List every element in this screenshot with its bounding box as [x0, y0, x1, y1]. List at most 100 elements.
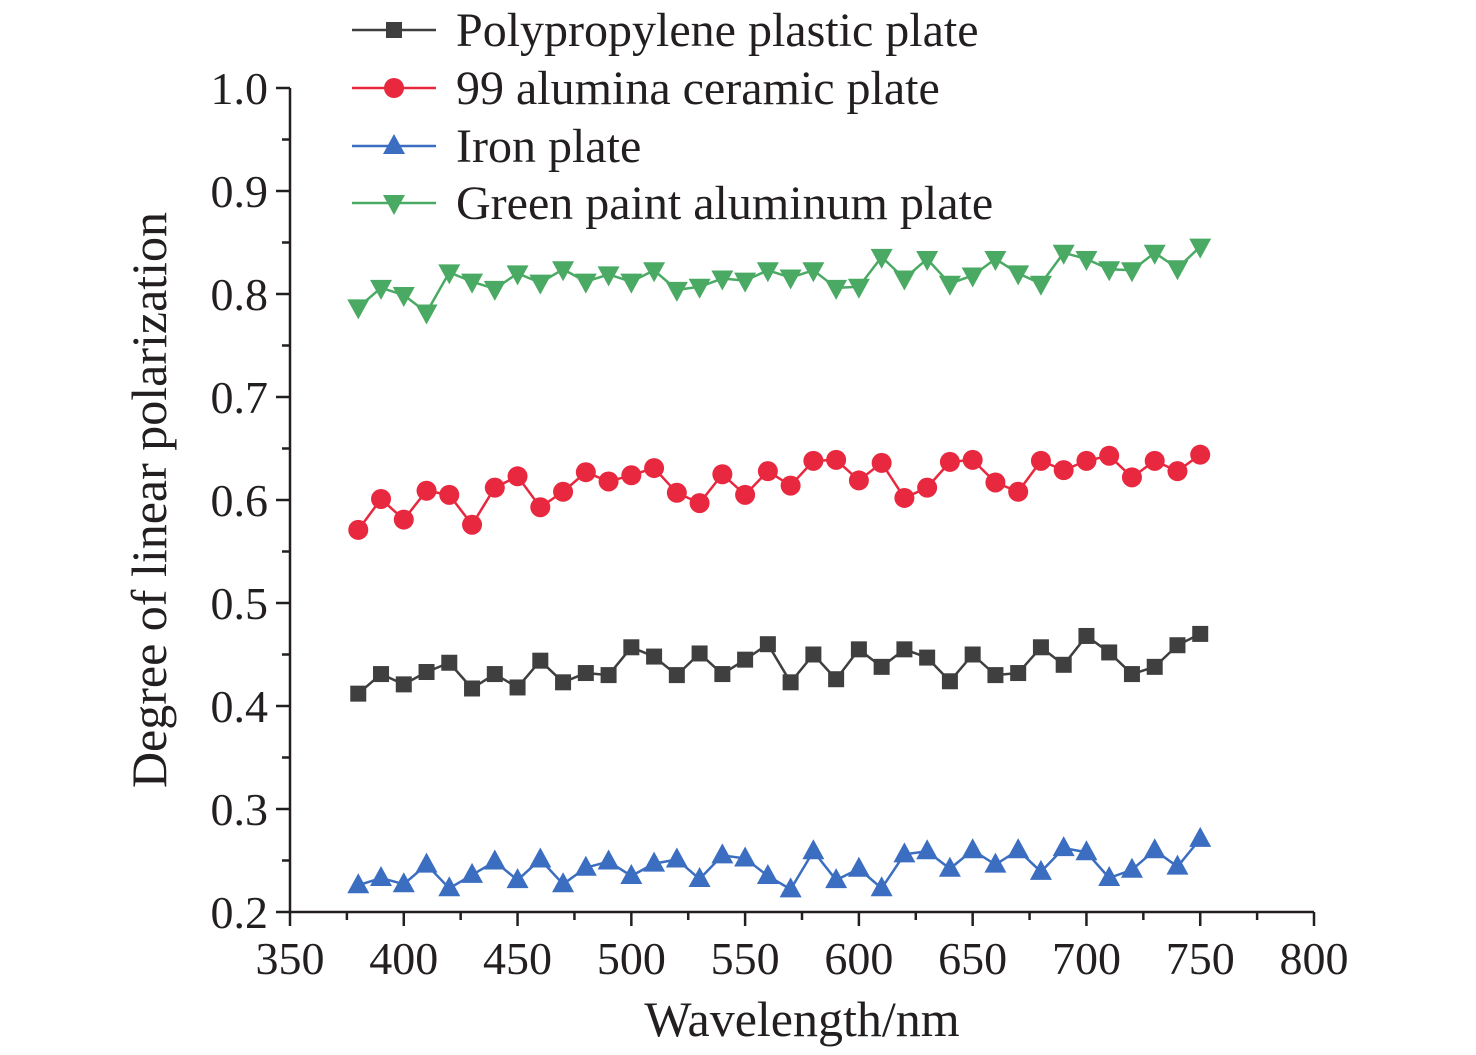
- legend-item-green-paint-aluminum-plate: Green paint aluminum plate: [352, 177, 993, 230]
- data-point: [1010, 665, 1027, 682]
- y-tick-label: 1.0: [211, 63, 269, 114]
- data-point: [1166, 854, 1189, 875]
- data-point: [486, 666, 503, 683]
- data-point: [393, 509, 414, 530]
- data-point: [962, 449, 983, 470]
- data-point: [415, 852, 438, 873]
- data-point: [896, 641, 913, 658]
- data-point: [828, 671, 845, 688]
- x-tick-label: 700: [1052, 933, 1121, 984]
- data-point: [756, 262, 779, 283]
- data-point: [441, 654, 458, 671]
- data-point: [597, 266, 620, 287]
- data-point: [600, 667, 617, 684]
- x-axis-title: Wavelength/nm: [644, 991, 959, 1047]
- data-point: [1120, 262, 1143, 283]
- series-green-paint-aluminum-plate: [347, 238, 1212, 325]
- data-point: [1098, 261, 1121, 282]
- data-point: [961, 267, 984, 288]
- data-point: [939, 451, 960, 472]
- data-point: [348, 519, 369, 540]
- y-tick-label: 0.3: [211, 784, 269, 835]
- data-point: [711, 270, 734, 291]
- data-point: [1076, 450, 1097, 471]
- y-tick-label: 0.7: [211, 372, 269, 423]
- data-point: [439, 484, 460, 505]
- data-point: [483, 849, 506, 870]
- data-point: [620, 863, 643, 884]
- data-point: [1192, 625, 1209, 642]
- legend-label: Polypropylene plastic plate: [456, 4, 979, 57]
- data-point: [575, 462, 596, 483]
- data-point: [1189, 238, 1212, 259]
- data-point: [506, 265, 529, 286]
- data-point: [597, 849, 620, 870]
- data-point: [985, 472, 1006, 493]
- x-tick-label: 800: [1280, 933, 1349, 984]
- data-point: [416, 480, 437, 501]
- legend-label: 99 alumina ceramic plate: [456, 62, 940, 115]
- data-point: [1120, 857, 1143, 878]
- data-point: [574, 273, 597, 294]
- data-point: [984, 250, 1007, 271]
- y-tick-label: 0.5: [211, 578, 269, 629]
- data-point: [714, 666, 731, 683]
- series-line: [357, 632, 1201, 695]
- data-point: [803, 450, 824, 471]
- data-point: [848, 470, 869, 491]
- data-point: [1029, 275, 1052, 296]
- data-point: [780, 475, 801, 496]
- data-point: [395, 676, 412, 693]
- x-ticks: 350 400 450 500 550 600 650 700 750 800: [256, 912, 1349, 984]
- data-point: [643, 851, 666, 872]
- data-point: [893, 270, 916, 291]
- data-point: [916, 250, 939, 271]
- data-point: [919, 649, 936, 666]
- data-point: [347, 873, 370, 894]
- data-point: [347, 299, 370, 320]
- data-point: [370, 866, 393, 887]
- data-point: [938, 275, 961, 296]
- data-point: [689, 493, 710, 514]
- data-point: [392, 287, 415, 308]
- data-point: [532, 652, 549, 669]
- data-point: [620, 273, 643, 294]
- data-point: [984, 852, 1007, 873]
- data-point: [826, 449, 847, 470]
- data-point: [666, 482, 687, 503]
- data-point: [1008, 481, 1029, 502]
- data-point: [1143, 838, 1166, 859]
- data-point: [802, 262, 825, 283]
- data-point: [1101, 644, 1118, 661]
- data-point: [1166, 260, 1189, 281]
- data-point: [917, 477, 938, 498]
- data-point: [825, 868, 848, 889]
- legend-marker: [383, 195, 405, 215]
- data-point: [759, 636, 776, 653]
- data-point: [847, 278, 870, 299]
- data-point: [1146, 658, 1163, 675]
- data-point: [802, 839, 825, 860]
- series-layer: [347, 238, 1212, 898]
- data-point: [916, 839, 939, 860]
- y-tick-label: 0.2: [211, 887, 269, 938]
- x-tick-label: 400: [369, 933, 438, 984]
- data-point: [552, 872, 575, 893]
- series-iron-plate: [347, 826, 1212, 898]
- data-point: [438, 264, 461, 285]
- data-point: [779, 269, 802, 290]
- data-point: [665, 281, 688, 302]
- data-point: [1030, 450, 1051, 471]
- data-point: [530, 497, 551, 518]
- data-point: [964, 646, 981, 663]
- x-tick-label: 550: [711, 933, 780, 984]
- data-point: [370, 279, 393, 300]
- data-point: [847, 856, 870, 877]
- data-point: [555, 674, 572, 691]
- data-point: [825, 279, 848, 300]
- data-point: [691, 645, 708, 662]
- data-point: [644, 458, 665, 479]
- data-point: [461, 862, 484, 883]
- data-point: [1075, 840, 1098, 861]
